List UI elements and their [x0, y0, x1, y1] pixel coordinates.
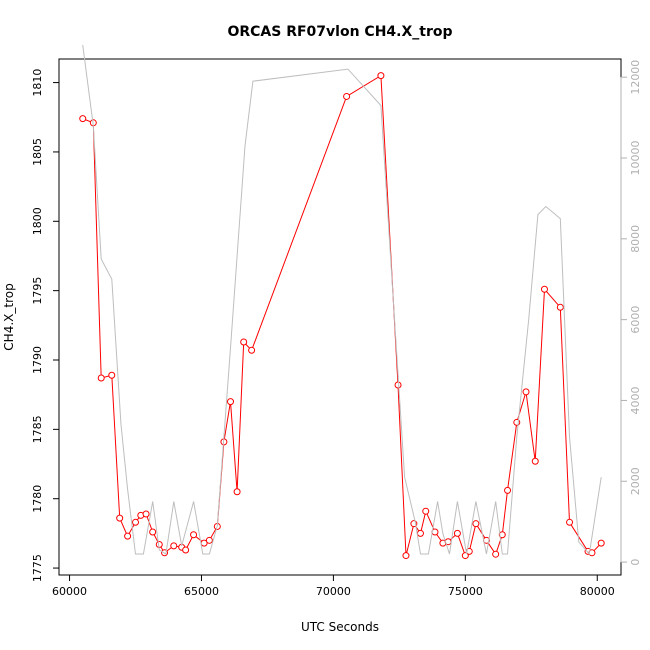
- data-point: [149, 528, 157, 536]
- secondary-series-line: [82, 44, 602, 556]
- y-tick-label: 1810: [31, 69, 44, 97]
- data-point: [422, 507, 430, 515]
- x-axis-label: UTC Seconds: [301, 620, 379, 634]
- data-point: [97, 374, 105, 382]
- data-point: [540, 285, 548, 293]
- data-point: [124, 532, 132, 540]
- y2-tick-label: 12000: [629, 60, 642, 95]
- x-tick-label: 70000: [316, 585, 351, 598]
- y-tick-label: 1800: [31, 207, 44, 235]
- data-point: [142, 510, 150, 518]
- data-point: [556, 303, 564, 311]
- y2-tick-label: 10000: [629, 140, 642, 175]
- data-point: [182, 546, 190, 554]
- x-tick-label: 75000: [448, 585, 483, 598]
- data-point: [531, 457, 539, 465]
- data-point: [116, 514, 124, 522]
- x-tick-label: 65000: [184, 585, 219, 598]
- y-tick-label: 1775: [31, 554, 44, 582]
- y2-tick-label: 4000: [629, 386, 642, 414]
- y-tick-label: 1790: [31, 346, 44, 374]
- y2-tick-label: 8000: [629, 225, 642, 253]
- data-point: [227, 398, 235, 406]
- y-tick-label: 1785: [31, 415, 44, 443]
- y-tick-label: 1805: [31, 138, 44, 166]
- data-point: [343, 92, 351, 100]
- data-point: [248, 346, 256, 354]
- y-axis: 1775 1780 1785 1790 1795 1800 1805 1810: [31, 69, 60, 582]
- y2-tick-label: 2000: [629, 467, 642, 495]
- data-point: [377, 72, 385, 80]
- data-point: [597, 539, 605, 547]
- y2-tick-label: 6000: [629, 306, 642, 334]
- data-point: [504, 486, 512, 494]
- data-point: [416, 529, 424, 537]
- y-tick-label: 1795: [31, 277, 44, 305]
- data-point: [566, 518, 574, 526]
- data-point: [492, 550, 500, 558]
- y-axis-label: CH4.X_trop: [2, 283, 16, 350]
- primary-series-line: [82, 74, 602, 557]
- y2-tick-label: 0: [629, 559, 642, 566]
- plot-frame: [58, 58, 622, 576]
- data-point: [108, 371, 116, 379]
- y-tick-label: 1780: [31, 485, 44, 513]
- x-tick-label: 60000: [52, 585, 87, 598]
- data-point: [79, 115, 87, 123]
- data-point: [233, 488, 241, 496]
- chart-title: ORCAS RF07vlon CH4.X_trop: [227, 24, 452, 40]
- data-point: [522, 388, 530, 396]
- data-point: [402, 552, 410, 560]
- series-layer: [79, 44, 605, 560]
- data-point: [170, 542, 178, 550]
- data-point: [190, 531, 198, 539]
- x-axis: 60000 65000 70000 75000 80000: [52, 574, 615, 598]
- data-point: [240, 338, 248, 346]
- y2-axis: 0 2000 4000 6000 8000 10000 12000: [620, 60, 642, 566]
- data-point: [394, 381, 402, 389]
- data-point: [453, 529, 461, 537]
- x-tick-label: 80000: [580, 585, 615, 598]
- data-point: [205, 536, 213, 544]
- data-point: [498, 531, 506, 539]
- data-point: [472, 520, 480, 528]
- data-point: [132, 518, 140, 526]
- data-point: [588, 549, 596, 557]
